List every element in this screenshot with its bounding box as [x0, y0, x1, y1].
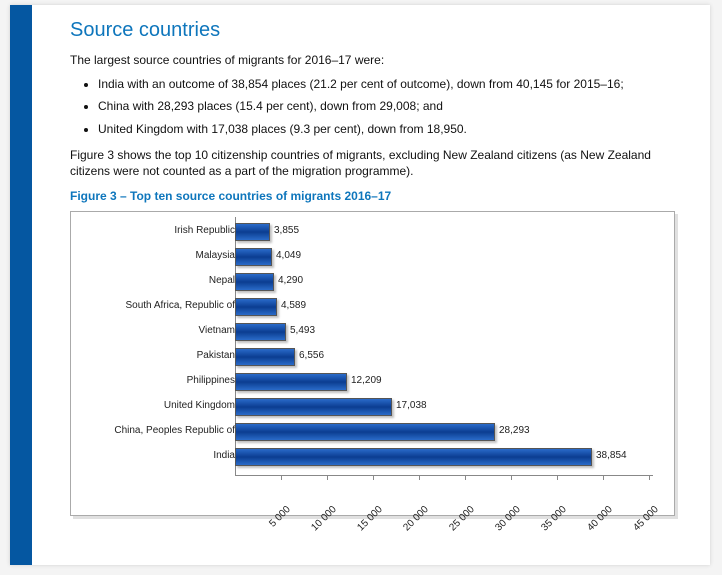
x-tick-mark	[373, 475, 374, 480]
bar-chart: Irish Republic 3,855 Malaysia 4,049 Nepal 4,2…	[70, 211, 680, 521]
bar	[235, 248, 272, 266]
bullet-list: India with an outcome of 38,854 places (…	[98, 76, 686, 137]
bar	[235, 423, 495, 441]
x-tick-mark	[419, 475, 420, 480]
x-tick-mark	[511, 475, 512, 480]
bar	[235, 323, 286, 341]
bar-value-label: 4,589	[281, 300, 306, 311]
x-tick-mark	[557, 475, 558, 480]
bar	[235, 298, 277, 316]
bullet-item: India with an outcome of 38,854 places (…	[98, 76, 686, 92]
bar-value-label: 38,854	[596, 450, 627, 461]
bar-category-label: China, Peoples Republic of	[85, 425, 235, 436]
bar-category-label: Nepal	[85, 275, 235, 286]
section-title: Source countries	[70, 19, 686, 42]
bar-category-label: South Africa, Republic of	[85, 300, 235, 311]
intro-text: The largest source countries of migrants…	[70, 52, 686, 68]
bar-category-label: Philippines	[85, 375, 235, 386]
bar-value-label: 17,038	[396, 400, 427, 411]
bar	[235, 348, 295, 366]
bar-value-label: 6,556	[299, 350, 324, 361]
chart-row: Pakistan 6,556	[70, 346, 680, 368]
chart-row: Philippines 12,209	[70, 371, 680, 393]
bullet-item: China with 28,293 places (15.4 per cent)…	[98, 98, 686, 114]
bar-value-label: 3,855	[274, 225, 299, 236]
bar-category-label: India	[85, 450, 235, 461]
bar-value-label: 4,290	[278, 275, 303, 286]
chart-row: Irish Republic 3,855	[70, 221, 680, 243]
bar-value-label: 12,209	[351, 375, 382, 386]
bar-category-label: Irish Republic	[85, 225, 235, 236]
bar	[235, 373, 347, 391]
bar-category-label: United Kingdom	[85, 400, 235, 411]
bar-value-label: 28,293	[499, 425, 530, 436]
chart-row: China, Peoples Republic of 28,293	[70, 421, 680, 443]
chart-row: Nepal 4,290	[70, 271, 680, 293]
bar	[235, 398, 392, 416]
chart-row: United Kingdom 17,038	[70, 396, 680, 418]
chart-row: Malaysia 4,049	[70, 246, 680, 268]
chart-row: Vietnam 5,493	[70, 321, 680, 343]
figure-title: Figure 3 – Top ten source countries of m…	[70, 189, 686, 203]
x-tick-mark	[327, 475, 328, 480]
chart-row: India 38,854	[70, 446, 680, 468]
page: Source countries The largest source coun…	[10, 5, 710, 565]
bar	[235, 273, 274, 291]
figure-description: Figure 3 shows the top 10 citizenship co…	[70, 147, 686, 179]
chart-row: South Africa, Republic of 4,589	[70, 296, 680, 318]
bar-category-label: Malaysia	[85, 250, 235, 261]
content-area: Source countries The largest source coun…	[10, 5, 710, 521]
x-axis-line	[235, 475, 653, 476]
bar	[235, 448, 592, 466]
x-tick-mark	[649, 475, 650, 480]
bar-value-label: 4,049	[276, 250, 301, 261]
side-accent-bar	[10, 5, 32, 565]
x-tick-mark	[603, 475, 604, 480]
x-tick-mark	[465, 475, 466, 480]
x-tick-mark	[281, 475, 282, 480]
bar-category-label: Vietnam	[85, 325, 235, 336]
bar-value-label: 5,493	[290, 325, 315, 336]
bar-category-label: Pakistan	[85, 350, 235, 361]
bar	[235, 223, 270, 241]
bullet-item: United Kingdom with 17,038 places (9.3 p…	[98, 121, 686, 137]
